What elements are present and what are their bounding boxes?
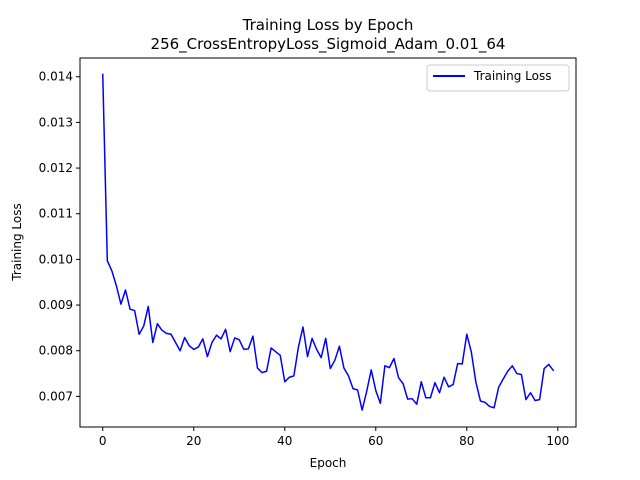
y-tick-label: 0.009: [39, 298, 73, 312]
legend-label: Training Loss: [473, 69, 551, 83]
chart-title: Training Loss by Epoch: [242, 16, 414, 34]
chart-subtitle: 256_CrossEntropyLoss_Sigmoid_Adam_0.01_6…: [151, 35, 506, 54]
plot-frame: [79, 57, 577, 428]
legend-box: [426, 64, 570, 92]
y-tick-label: 0.011: [39, 207, 73, 221]
x-tick-label: 100: [546, 434, 569, 448]
x-tick-label: 60: [368, 434, 383, 448]
y-tick-label: 0.007: [39, 389, 73, 403]
y-tick-label: 0.014: [39, 70, 73, 84]
legend: Training Loss: [426, 64, 570, 92]
x-tick-label: 40: [277, 434, 292, 448]
y-tick-label: 0.013: [39, 115, 73, 129]
x-tick-label: 0: [99, 434, 107, 448]
x-tick-label: 80: [459, 434, 474, 448]
y-axis-label: Training Loss: [10, 203, 24, 281]
y-tick-label: 0.010: [39, 252, 73, 266]
x-axis-ticks: 0 20 40 60 80 100: [99, 427, 569, 448]
y-tick-label: 0.008: [39, 344, 73, 358]
x-axis-label: Epoch: [310, 456, 347, 470]
series-line-training-loss: [101, 73, 555, 411]
plot-area: [101, 73, 555, 411]
x-tick-label: 20: [186, 434, 201, 448]
y-tick-label: 0.012: [39, 161, 73, 175]
y-axis-ticks: 0.007 0.008 0.009 0.010 0.011 0.012 0.013 0.014: [39, 70, 80, 403]
